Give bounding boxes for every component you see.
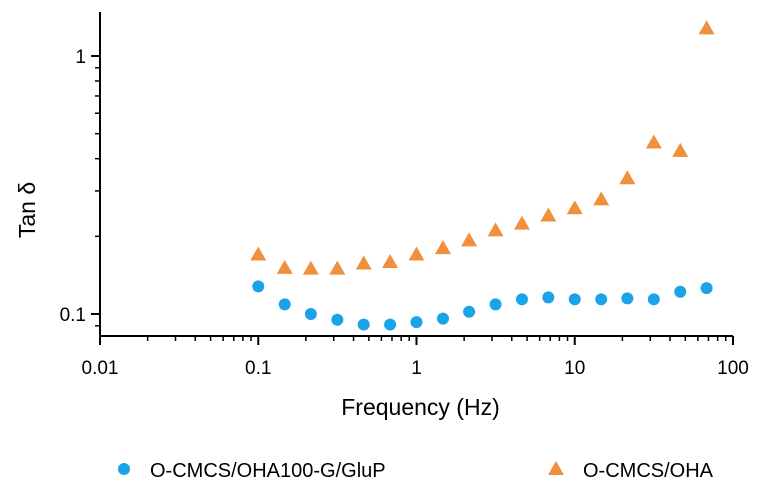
data-point (384, 318, 397, 331)
data-point (331, 313, 344, 326)
legend-label: O-CMCS/OHA100-G/GluP (150, 460, 386, 482)
data-point (487, 222, 504, 237)
data-point (698, 20, 715, 35)
x-tick-label: 0.1 (245, 358, 271, 379)
data-point (355, 255, 372, 270)
series-1 (252, 280, 713, 331)
data-point (672, 142, 689, 157)
data-point (593, 191, 610, 206)
data-point (382, 254, 399, 269)
data-point (513, 215, 530, 230)
data-point (302, 260, 319, 275)
y-tick-label: 0.1 (60, 305, 86, 326)
data-point (436, 312, 449, 325)
data-point (276, 259, 293, 274)
data-point (250, 246, 267, 261)
data-point (568, 293, 581, 306)
axes (99, 12, 733, 337)
data-point (566, 200, 583, 215)
data-point (645, 134, 662, 149)
x-tick-label: 1 (411, 358, 422, 379)
data-point (540, 207, 557, 222)
data-point (700, 282, 713, 295)
data-point (357, 318, 370, 331)
data-point (408, 246, 425, 261)
y-tick-label: 1 (75, 47, 86, 68)
ticks: 0.01 0.1 1 10 100 0.1 1 (60, 47, 749, 379)
data-point (304, 308, 317, 320)
data-point (542, 291, 555, 304)
legend-marker (118, 463, 130, 475)
x-axis-title: Frequency (Hz) (341, 394, 499, 420)
legend-marker (548, 461, 564, 475)
series-2 (250, 20, 715, 275)
x-tick-label: 100 (717, 358, 749, 379)
data-point (619, 170, 636, 185)
data-point (595, 293, 608, 306)
legend: O-CMCS/OHA100-G/GluP O-CMCS/OHA (118, 460, 714, 482)
plot-area (250, 20, 715, 331)
data-point (434, 240, 451, 255)
data-point (410, 316, 423, 329)
data-point (515, 293, 528, 306)
x-tick-label: 0.01 (82, 358, 119, 379)
x-tick-label: 10 (564, 358, 585, 379)
y-axis-title: Tan δ (14, 182, 40, 238)
data-point (463, 305, 476, 318)
legend-item: O-CMCS/OHA (548, 460, 714, 482)
legend-label: O-CMCS/OHA (583, 460, 714, 482)
data-point (461, 232, 478, 247)
data-point (278, 298, 291, 311)
data-point (252, 280, 265, 293)
data-point (489, 298, 502, 311)
data-point (329, 260, 346, 275)
data-point (674, 285, 687, 298)
data-point (647, 293, 660, 306)
data-point (621, 292, 634, 305)
legend-item: O-CMCS/OHA100-G/GluP (118, 460, 386, 482)
